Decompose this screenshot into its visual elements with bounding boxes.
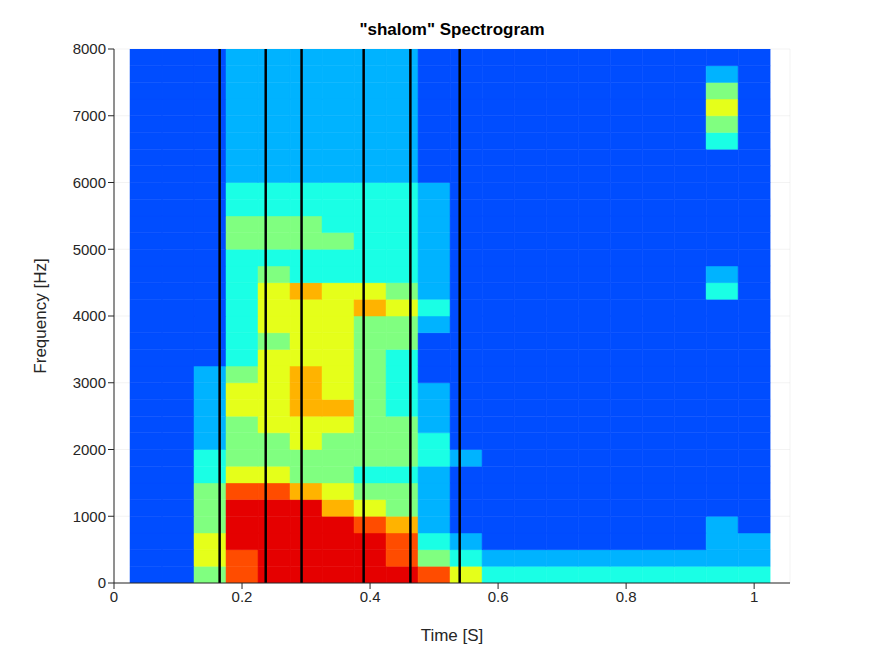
svg-text:1: 1 <box>750 588 758 605</box>
svg-text:0.4: 0.4 <box>360 588 381 605</box>
svg-text:0: 0 <box>110 588 118 605</box>
svg-text:8000: 8000 <box>73 40 106 57</box>
svg-text:Time [S]: Time [S] <box>421 626 484 645</box>
svg-text:0: 0 <box>98 574 106 591</box>
svg-text:0.2: 0.2 <box>232 588 253 605</box>
svg-text:0.8: 0.8 <box>616 588 637 605</box>
svg-text:7000: 7000 <box>73 107 106 124</box>
svg-text:5000: 5000 <box>73 241 106 258</box>
html-text:"shalom" Spectrogram: "shalom" Spectrogram <box>359 20 545 39</box>
svg-text:0.6: 0.6 <box>488 588 509 605</box>
svg-text:2000: 2000 <box>73 441 106 458</box>
svg-text:3000: 3000 <box>73 374 106 391</box>
svg-text:4000: 4000 <box>73 307 106 324</box>
svg-text:Frequency [Hz]: Frequency [Hz] <box>31 258 50 373</box>
svg-text:1000: 1000 <box>73 508 106 525</box>
svg-text:6000: 6000 <box>73 174 106 191</box>
